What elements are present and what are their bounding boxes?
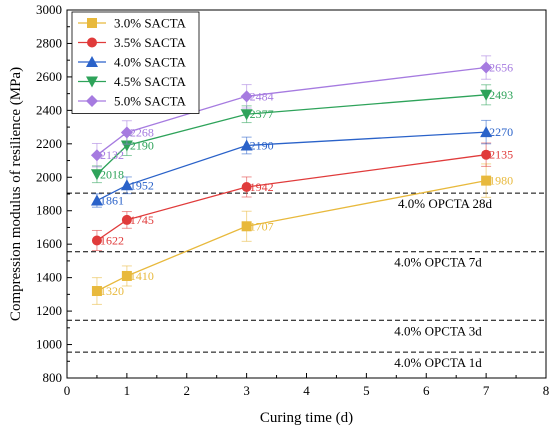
series-layer: 1320 1410 1707 1980 1622 1745 1942 2135 1861 1952… <box>90 55 513 305</box>
series-4: 2018 2190 2377 2493 <box>90 84 513 184</box>
y-tick-label: 3000 <box>36 2 62 17</box>
data-point <box>121 270 132 281</box>
x-tick-label: 5 <box>363 383 370 398</box>
data-point <box>481 149 492 160</box>
legend-item: 3.5% SACTA <box>78 35 187 50</box>
y-axis-title: Compression modulus of resilience (MPa) <box>8 67 24 321</box>
data-point <box>480 126 493 138</box>
x-tick-label: 7 <box>483 383 490 398</box>
legend: 3.0% SACTA 3.5% SACTA 4.0% SACTA 4.5% SACTA… <box>71 11 200 114</box>
data-point <box>120 140 133 152</box>
y-tick-label: 2400 <box>36 102 62 117</box>
x-tick-label: 4 <box>303 383 310 398</box>
y-tick-label: 1400 <box>36 270 62 285</box>
series-3: 1861 1952 2190 2270 <box>90 119 513 208</box>
data-label: 1622 <box>100 234 124 248</box>
series-2: 1622 1745 1942 2135 <box>91 142 513 252</box>
data-label: 2270 <box>489 125 513 139</box>
data-point <box>90 194 103 206</box>
series-1: 1320 1410 1707 1980 <box>91 163 513 305</box>
x-tick-label: 3 <box>243 383 250 398</box>
data-point <box>240 139 253 151</box>
legend-label: 3.5% SACTA <box>114 35 187 50</box>
y-tick-label: 1600 <box>36 236 62 251</box>
series-line <box>96 94 487 175</box>
data-label: 1980 <box>489 174 513 188</box>
data-label: 2018 <box>100 167 124 181</box>
legend-marker <box>86 95 98 107</box>
legend-marker <box>86 56 98 67</box>
reference-line-label: 4.0% OPCTA 28d <box>398 196 492 211</box>
data-label: 1952 <box>130 178 154 192</box>
reference-line-label: 4.0% OPCTA 7d <box>394 255 482 270</box>
y-tick-label: 2600 <box>36 69 62 84</box>
legend-item: 3.0% SACTA <box>78 16 187 31</box>
y-tick-label: 1800 <box>36 203 62 218</box>
data-point <box>240 90 253 103</box>
y-tick-label: 2200 <box>36 136 62 151</box>
x-tick-label: 0 <box>64 383 71 398</box>
legend-label: 4.5% SACTA <box>114 74 187 89</box>
data-point <box>480 61 493 74</box>
y-tick-label: 1000 <box>36 337 62 352</box>
legend-label: 3.0% SACTA <box>114 16 187 31</box>
legend-marker <box>87 37 97 48</box>
legend-marker <box>86 76 98 88</box>
data-label: 2132 <box>100 148 124 162</box>
data-point <box>120 179 133 191</box>
data-label: 1707 <box>250 219 274 233</box>
data-label: 2135 <box>489 148 513 162</box>
data-label: 1861 <box>100 194 124 208</box>
data-point <box>481 175 492 186</box>
y-tick-label: 800 <box>43 370 63 385</box>
x-tick-label: 1 <box>124 383 131 398</box>
data-point <box>241 181 252 192</box>
data-label: 1320 <box>100 284 124 298</box>
data-point <box>90 169 103 181</box>
data-point <box>240 109 253 121</box>
x-tick-label: 6 <box>423 383 430 398</box>
data-point <box>241 221 252 232</box>
x-tick-label: 8 <box>543 383 550 398</box>
data-label: 1942 <box>250 180 274 194</box>
axes: 0 1 2 3 4 5 6 7 8 800 1000 1200 1400 1600 1800 2000 2200… <box>36 2 549 398</box>
reference-lines: 4.0% OPCTA 28d 4.0% OPCTA 7d 4.0% OPCTA 3d… <box>67 192 546 370</box>
data-point <box>91 286 102 297</box>
legend-marker <box>87 18 97 28</box>
data-label: 2493 <box>489 88 513 102</box>
y-tick-label: 1200 <box>36 303 62 318</box>
data-label: 2190 <box>130 138 154 152</box>
data-label: 1745 <box>130 213 154 227</box>
reference-line-label: 4.0% OPCTA 1d <box>394 355 482 370</box>
data-label: 2377 <box>250 107 274 121</box>
x-axis-title: Curing time (d) <box>260 410 353 426</box>
data-label: 2268 <box>130 125 154 139</box>
series-line <box>96 154 487 242</box>
reference-line-label: 4.0% OPCTA 3d <box>394 323 482 338</box>
series-5: 2132 2268 2484 2656 <box>90 55 513 168</box>
data-label: 1410 <box>130 269 154 283</box>
legend-item: 4.5% SACTA <box>78 74 187 89</box>
data-point <box>480 89 493 101</box>
data-point <box>91 235 102 246</box>
legend-item: 5.0% SACTA <box>78 94 187 109</box>
series-line <box>96 131 487 202</box>
data-label: 2656 <box>489 61 513 75</box>
legend-label: 4.0% SACTA <box>114 55 187 70</box>
series-line <box>96 66 487 156</box>
data-label: 2484 <box>250 89 274 103</box>
y-tick-label: 2800 <box>36 35 62 50</box>
x-tick-label: 2 <box>184 383 191 398</box>
data-label: 2190 <box>250 138 274 152</box>
legend-label: 5.0% SACTA <box>114 94 187 109</box>
data-point <box>121 214 132 225</box>
data-point <box>120 126 133 139</box>
data-point <box>90 149 103 162</box>
series-line <box>96 179 487 292</box>
y-tick-label: 2000 <box>36 169 62 184</box>
legend-item: 4.0% SACTA <box>78 55 187 70</box>
